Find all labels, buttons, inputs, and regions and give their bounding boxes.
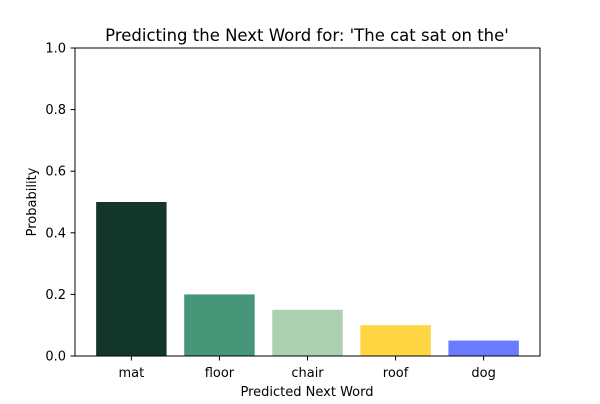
x-axis-label: Predicted Next Word: [241, 385, 374, 400]
x-tick-label-floor: floor: [205, 366, 235, 381]
y-tick-label: 0.2: [45, 288, 66, 303]
bars-layer: [96, 202, 519, 356]
x-tick-label-mat: mat: [118, 366, 144, 381]
x-tick-label-dog: dog: [471, 366, 495, 381]
y-tick-label: 1.0: [45, 42, 66, 57]
y-tick-label: 0.0: [45, 350, 66, 365]
x-tick-label-roof: roof: [383, 366, 409, 381]
plot-frame: [74, 47, 541, 357]
y-tick-label: 0.4: [45, 226, 66, 241]
bar-roof: [360, 325, 431, 356]
bar-floor: [184, 294, 255, 356]
axes-layer: mat floor chair roof dog 0.0 0.2 0.4 0.6 0.8 1.0: [45, 42, 541, 381]
bar-dog: [448, 340, 519, 356]
y-tick-label: 0.8: [45, 103, 66, 118]
chart-title: Predicting the Next Word for: 'The cat s…: [105, 26, 509, 45]
x-tick-label-chair: chair: [291, 366, 324, 381]
y-tick-label: 0.6: [45, 165, 66, 180]
y-axis-label: Probability: [25, 167, 40, 236]
bar-mat: [96, 202, 167, 356]
bar-chair: [272, 309, 343, 356]
